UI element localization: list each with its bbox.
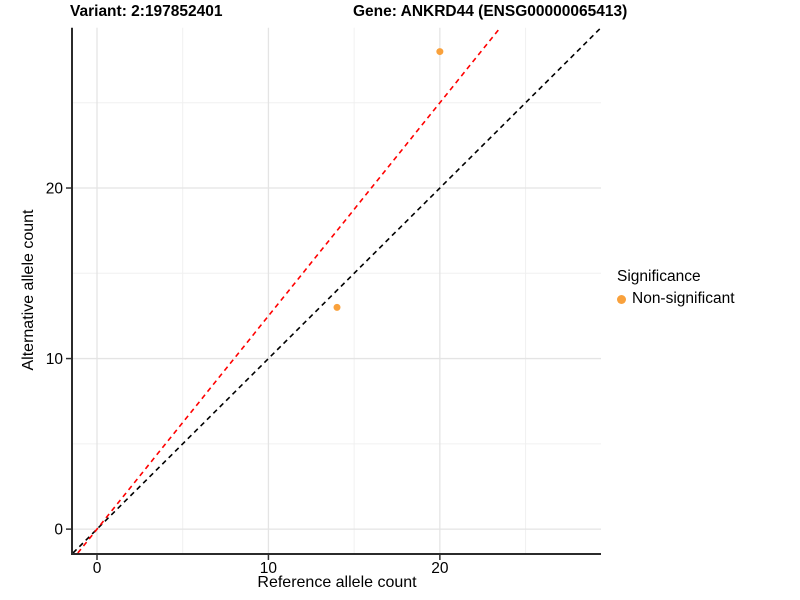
legend-point-icon xyxy=(617,294,626,304)
y-tick-label: 0 xyxy=(54,522,63,539)
legend-item-non-significant: Non-significant xyxy=(617,290,735,308)
gene-title: Gene: ANKRD44 (ENSG00000065413) xyxy=(353,3,628,20)
expected-ratio-line xyxy=(77,27,501,554)
data-point xyxy=(333,303,341,311)
x-axis-title: Reference allele count xyxy=(257,574,417,591)
data-point xyxy=(436,48,444,56)
variant-title: Variant: 2:197852401 xyxy=(70,3,223,20)
x-tick-label: 20 xyxy=(431,560,449,577)
legend: Significance Non-significant xyxy=(617,268,735,308)
x-tick-label: 0 xyxy=(93,560,102,577)
y-tick-label: 10 xyxy=(46,351,64,368)
identity-line xyxy=(72,27,602,554)
legend-item-label: Non-significant xyxy=(632,290,735,307)
y-axis-title: Alternative allele count xyxy=(20,209,37,371)
legend-title: Significance xyxy=(617,268,701,285)
x-tick-label: 10 xyxy=(260,560,278,577)
y-tick-label: 20 xyxy=(46,181,64,198)
